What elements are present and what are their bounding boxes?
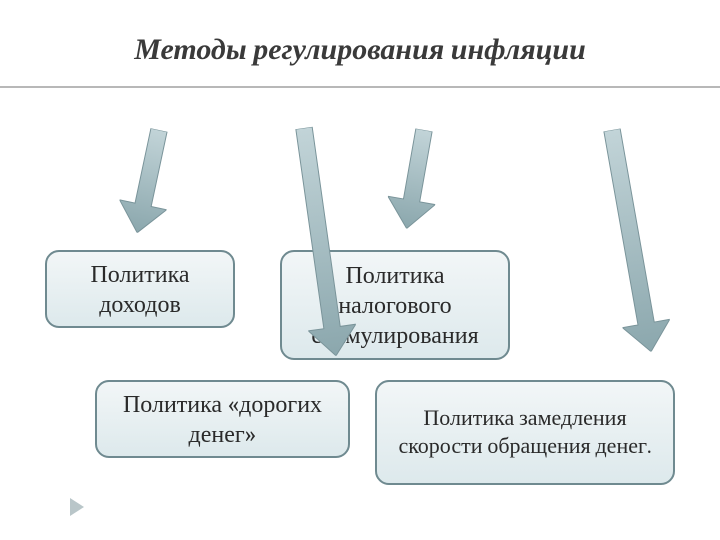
title-rule-left xyxy=(0,86,720,88)
corner-marker-icon xyxy=(70,498,84,516)
arrow-3-icon xyxy=(382,126,447,237)
node-dear-money-policy: Политика «дорогих денег» xyxy=(95,380,350,458)
node-label: Политика замедления скорости обращения д… xyxy=(387,405,663,460)
node-label: Политика доходов xyxy=(57,259,223,319)
page-title: Методы регулирования инфляции xyxy=(124,32,596,67)
title-container: Методы регулирования инфляции xyxy=(0,32,720,67)
node-label: Политика «дорогих денег» xyxy=(107,389,338,449)
arrow-4-icon xyxy=(588,126,675,360)
node-income-policy: Политика доходов xyxy=(45,250,235,328)
arrow-1-icon xyxy=(113,125,183,242)
node-money-velocity-policy: Политика замедления скорости обращения д… xyxy=(375,380,675,485)
